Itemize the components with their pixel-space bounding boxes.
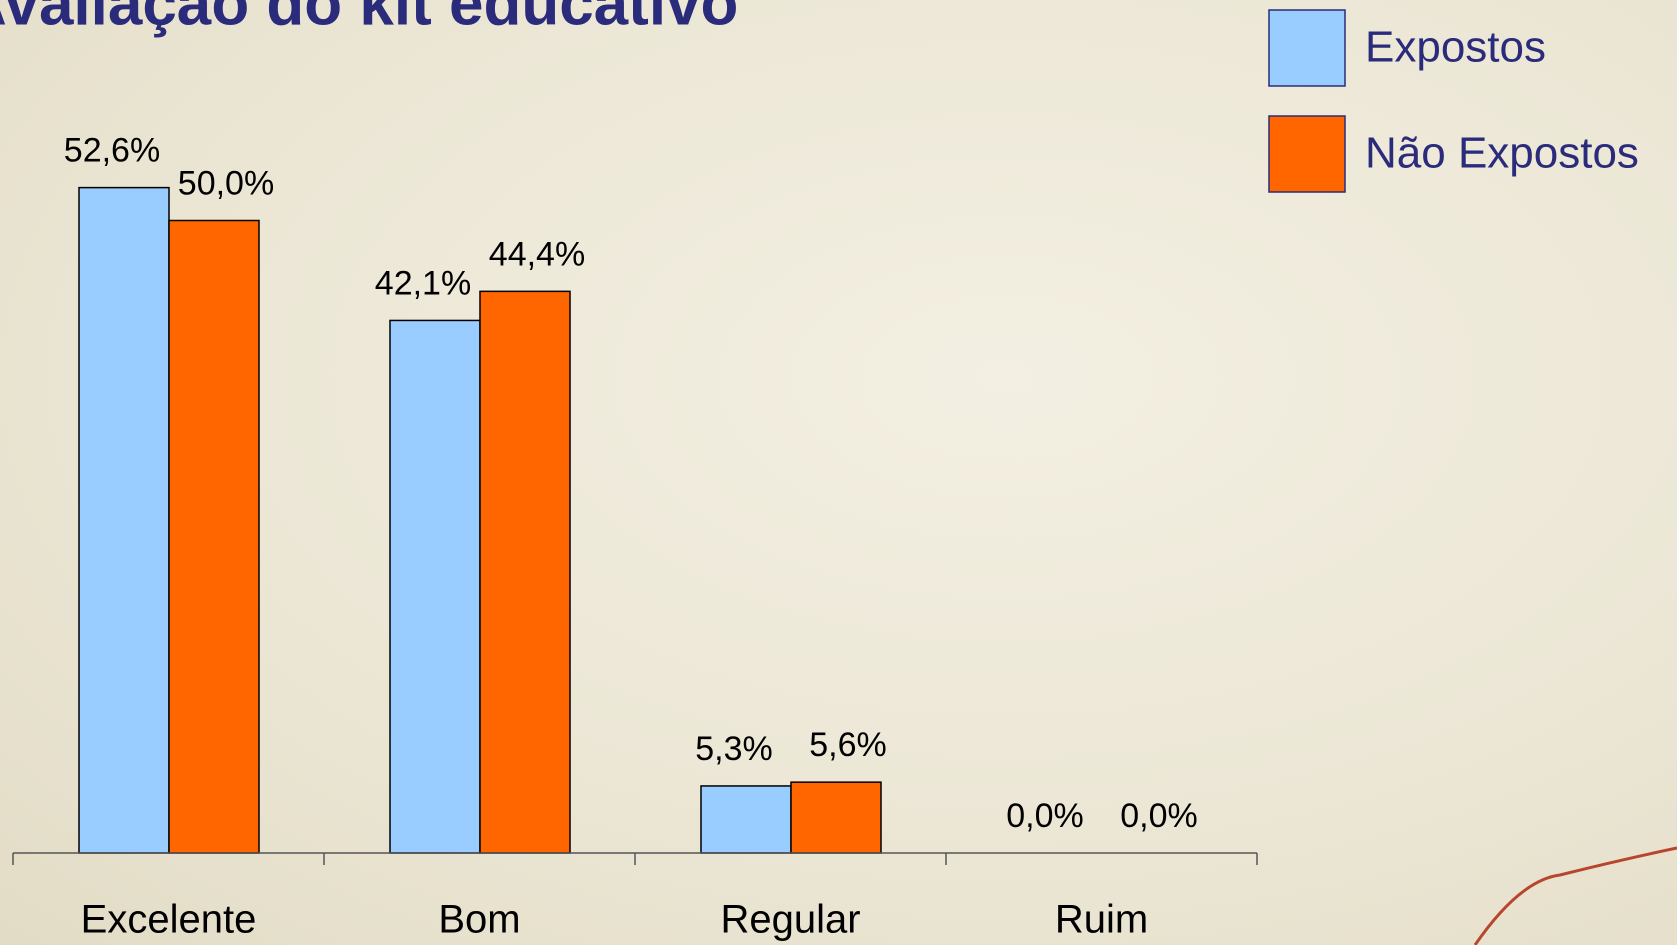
legend-label: Não Expostos xyxy=(1365,129,1639,178)
data-label: 52,6% xyxy=(64,132,160,170)
bar xyxy=(389,319,481,854)
data-label: 5,3% xyxy=(695,730,773,768)
x-tick-label: Regular xyxy=(720,898,860,942)
decoration xyxy=(1473,846,1677,945)
data-label: 0,0% xyxy=(1120,797,1198,835)
legend-label: Expostos xyxy=(1365,23,1546,72)
bar xyxy=(78,186,170,854)
x-tick-label: Bom xyxy=(438,898,520,942)
data-label: 50,0% xyxy=(178,164,274,202)
data-label: 0,0% xyxy=(1006,797,1084,835)
data-label: 5,6% xyxy=(809,726,887,764)
x-tick-label: Excelente xyxy=(81,898,257,942)
data-label: 44,4% xyxy=(489,235,585,273)
legend-swatch xyxy=(1268,9,1346,87)
data-label: 42,1% xyxy=(375,264,471,302)
x-tick-label: Ruim xyxy=(1055,898,1148,942)
chart-title: Avaliação do kit educativo xyxy=(0,0,738,38)
bar xyxy=(479,290,571,854)
bar xyxy=(168,219,260,854)
bar xyxy=(700,785,792,854)
bar xyxy=(790,781,882,854)
legend-swatch xyxy=(1268,115,1346,193)
